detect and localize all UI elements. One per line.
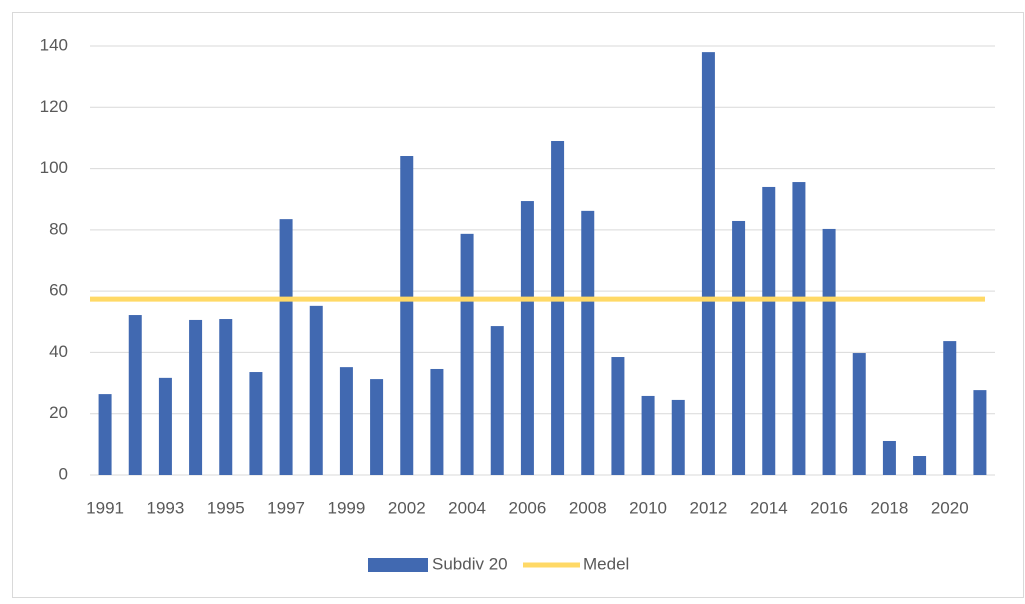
x-tick-label: 2010 (629, 498, 667, 517)
bar (671, 399, 685, 475)
y-tick-label: 80 (49, 219, 68, 238)
bar (460, 233, 474, 475)
y-tick-label: 140 (40, 35, 68, 54)
bar (792, 182, 806, 475)
bar (973, 390, 987, 475)
x-tick-label: 2018 (871, 498, 909, 517)
bar (762, 186, 776, 475)
bar (520, 201, 534, 475)
y-tick-label: 100 (40, 158, 68, 177)
y-tick-label: 60 (49, 281, 68, 300)
x-tick-label: 2014 (750, 498, 788, 517)
x-tick-label: 2002 (388, 498, 426, 517)
bar (98, 394, 112, 475)
bar (158, 377, 172, 475)
x-tick-label: 1993 (147, 498, 185, 517)
bar (913, 456, 927, 475)
x-tick-label: 2020 (931, 498, 969, 517)
x-tick-label: 2016 (810, 498, 848, 517)
bar (581, 210, 595, 475)
bar (279, 219, 293, 475)
x-tick-label: 1995 (207, 498, 245, 517)
bar (852, 353, 866, 475)
bar (219, 319, 233, 475)
x-tick-label: 1997 (267, 498, 305, 517)
bar (943, 341, 957, 475)
x-tick-label: 1999 (328, 498, 366, 517)
bar (822, 228, 836, 475)
bar (309, 305, 323, 475)
y-tick-label: 40 (49, 342, 68, 361)
x-tick-label: 2008 (569, 498, 607, 517)
bar (370, 379, 384, 475)
bar (732, 220, 746, 475)
legend-swatch (368, 558, 428, 572)
y-tick-label: 20 (49, 403, 68, 422)
legend-label: Medel (583, 554, 629, 573)
bar (641, 395, 655, 475)
x-tick-label: 2006 (509, 498, 547, 517)
bar (339, 367, 353, 475)
legend-label: Subdiv 20 (432, 554, 508, 573)
bar (701, 52, 715, 475)
bar (551, 140, 565, 475)
bar (882, 440, 896, 475)
bar (430, 368, 444, 475)
bar (400, 156, 414, 475)
bar (249, 372, 263, 475)
y-tick-label: 0 (59, 464, 68, 483)
y-tick-label: 120 (40, 97, 68, 116)
x-tick-label: 2004 (448, 498, 486, 517)
x-tick-label: 2012 (690, 498, 728, 517)
chart-border (12, 12, 1024, 598)
bar (490, 326, 504, 475)
bar (128, 315, 142, 475)
bar (611, 357, 625, 475)
bar (189, 319, 203, 475)
x-tick-label: 1991 (86, 498, 124, 517)
